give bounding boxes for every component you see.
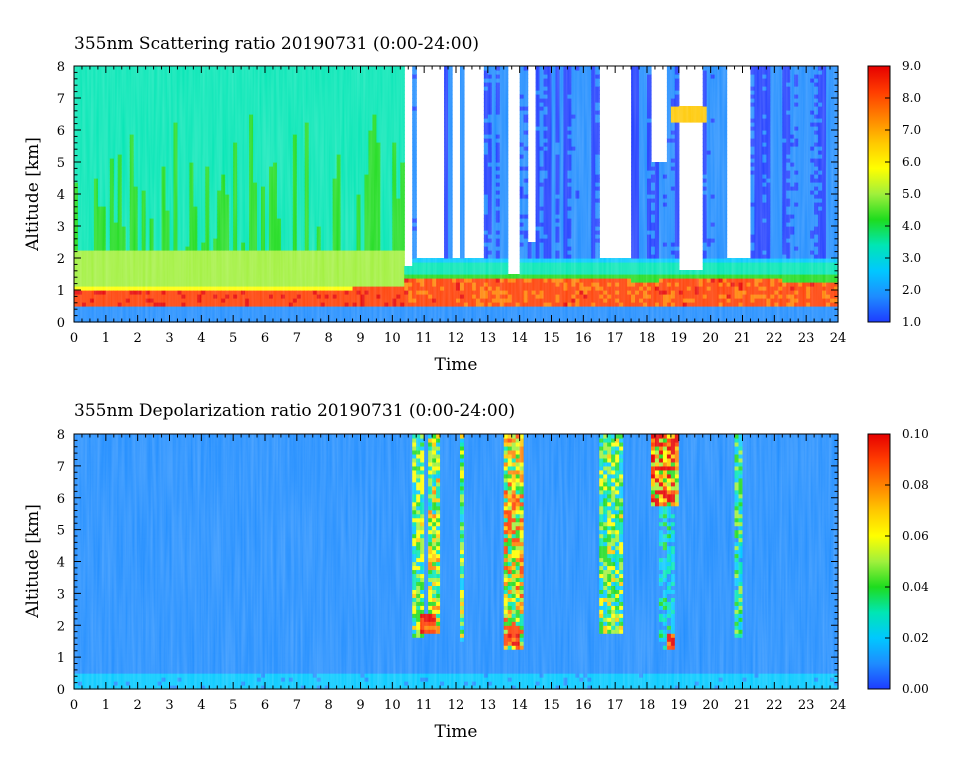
scattering-ratio-plot-area [74, 66, 839, 323]
scattering-ratio-panel: 355nm Scattering ratio 20190731 (0:00-24… [23, 34, 921, 375]
chart-title: 355nm Scattering ratio 20190731 (0:00-24… [74, 34, 479, 54]
